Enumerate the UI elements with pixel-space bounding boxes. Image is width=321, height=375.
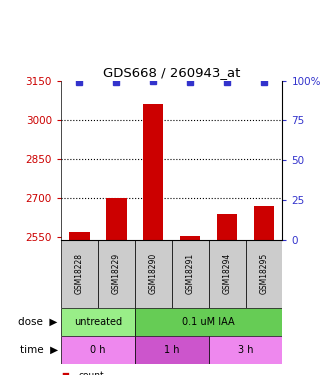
Text: ■: ■ bbox=[61, 371, 69, 375]
Bar bbox=[135, 308, 282, 336]
Bar bbox=[135, 336, 209, 364]
Text: 0 h: 0 h bbox=[90, 345, 106, 355]
Bar bbox=[209, 336, 282, 364]
Bar bbox=[135, 240, 172, 308]
Bar bbox=[106, 198, 126, 240]
Bar bbox=[209, 240, 246, 308]
Text: GSM18229: GSM18229 bbox=[112, 253, 121, 294]
Text: count: count bbox=[79, 371, 104, 375]
Bar bbox=[172, 240, 209, 308]
Text: untreated: untreated bbox=[74, 316, 122, 327]
Text: GSM18228: GSM18228 bbox=[75, 253, 84, 294]
Text: GSM18295: GSM18295 bbox=[259, 253, 269, 294]
Bar bbox=[246, 240, 282, 308]
Text: 0.1 uM IAA: 0.1 uM IAA bbox=[182, 316, 235, 327]
Bar bbox=[69, 232, 90, 240]
Bar bbox=[61, 308, 135, 336]
Bar bbox=[61, 336, 135, 364]
Bar bbox=[217, 214, 237, 240]
Text: GSM18294: GSM18294 bbox=[222, 253, 232, 294]
Title: GDS668 / 260943_at: GDS668 / 260943_at bbox=[103, 66, 240, 80]
Bar bbox=[180, 236, 200, 240]
Text: dose  ▶: dose ▶ bbox=[18, 316, 58, 327]
Text: 3 h: 3 h bbox=[238, 345, 253, 355]
Text: time  ▶: time ▶ bbox=[20, 345, 58, 355]
Bar bbox=[143, 104, 163, 240]
Bar bbox=[254, 206, 274, 240]
Text: 1 h: 1 h bbox=[164, 345, 179, 355]
Text: GSM18290: GSM18290 bbox=[149, 253, 158, 294]
Text: GSM18291: GSM18291 bbox=[186, 253, 195, 294]
Bar bbox=[61, 240, 98, 308]
Bar bbox=[98, 240, 135, 308]
